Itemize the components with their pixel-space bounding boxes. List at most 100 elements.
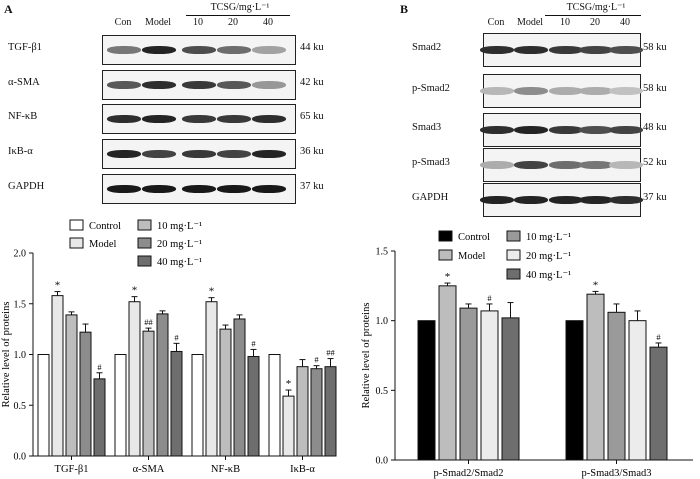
blot-image [480,74,643,108]
blot-mw-label: 44 ku [300,42,324,53]
significance-mark: # [174,332,179,342]
blot-protein-label: p-Smad2 [412,83,450,94]
blot-band [107,115,141,123]
blot-protein-label: GAPDH [8,181,45,192]
x-tick-label: TGF-β1 [55,464,89,475]
y-tick-label: 0.0 [14,452,27,463]
blot-band [182,81,216,89]
blot-band [142,115,176,123]
blot-band [579,87,613,95]
blot-band [182,185,216,193]
bar [156,313,169,457]
bar [233,318,246,457]
blot-band [549,161,583,169]
blot-image [102,35,296,65]
significance-mark: * [445,271,451,283]
blot-mw-label: 42 ku [300,77,324,88]
bar [51,295,64,457]
legend-swatch [506,268,521,280]
y-axis-label: Relative level of proteins [1,302,12,408]
legend-swatch [438,230,453,242]
lane-label: 20 [228,17,238,28]
significance-mark: # [251,338,256,348]
legend-swatch [506,249,521,261]
bar [628,320,647,461]
blot-band [609,87,643,95]
y-tick-label: 1.5 [14,299,27,310]
blot-band [252,185,286,193]
blot-image [480,148,643,182]
blot-band [217,150,251,158]
blot-protein-label: p-Smad3 [412,157,450,168]
lane-label: 10 [560,17,570,28]
bar [114,354,127,457]
blot-mw-label: 37 ku [643,192,667,203]
blot-band [217,185,251,193]
significance-mark: * [209,286,215,298]
blot-band [252,81,286,89]
bar [191,354,204,457]
lane-label: Con [487,17,505,28]
blot-band [480,87,514,95]
bar [282,395,295,457]
blot-band [480,126,514,134]
bar [459,307,478,461]
significance-mark: * [55,280,61,292]
legend-swatch [438,249,453,261]
legend-label: Model [89,239,116,250]
significance-mark: * [286,378,292,390]
blot-band [217,81,251,89]
blot-band [480,46,514,54]
significance-mark: * [593,279,599,291]
blot-band [107,150,141,158]
y-axis-label: Relative level of proteins [361,303,372,409]
blot-band [579,46,613,54]
legend-label: Control [89,221,121,232]
legend-swatch [137,255,152,267]
y-tick-label: 1.5 [376,247,389,258]
blot-band [609,46,643,54]
lane-label: 10 [193,17,203,28]
y-tick-label: 0.5 [14,401,27,412]
blot-band [252,150,286,158]
blot-band [142,46,176,54]
bar [170,350,183,457]
blot-band [609,196,643,204]
lane-label: 40 [620,17,630,28]
lane-label: Model [516,17,544,28]
bar [310,368,323,457]
blot-mw-label: 65 ku [300,111,324,122]
x-tick-label: α-SMA [133,464,165,475]
panel-a-letter: A [4,2,13,16]
x-tick-label: NF-κB [211,464,240,475]
blot-band [549,46,583,54]
blot-band [514,87,548,95]
legend-swatch [69,237,84,249]
blot-protein-label: IκB-α [8,146,33,157]
bar [649,346,668,461]
x-tick-label: IκB-α [290,464,315,475]
panel-b-letter: B [400,2,409,16]
blot-mw-label: 37 ku [300,181,324,192]
lane-label: 20 [590,17,600,28]
blot-image [102,139,296,169]
blot-band [549,126,583,134]
blot-image [480,113,643,147]
blot-mw-label: 58 ku [643,42,667,53]
legend-label: 10 mg·L⁻¹ [157,221,202,232]
blot-protein-label: Smad3 [412,122,442,133]
blot-band [252,115,286,123]
blot-mw-label: 48 ku [643,122,667,133]
y-tick-label: 2.0 [14,249,27,260]
blot-protein-label: NF-κB [8,111,38,122]
y-tick-label: 1.0 [14,350,27,361]
significance-mark: # [656,332,661,342]
blot-band [252,46,286,54]
blot-band [579,126,613,134]
bar [79,331,92,457]
bar [37,354,50,457]
blot-band [107,185,141,193]
legend-label: Control [458,232,490,243]
bar [205,301,218,457]
significance-mark: ## [326,348,335,358]
